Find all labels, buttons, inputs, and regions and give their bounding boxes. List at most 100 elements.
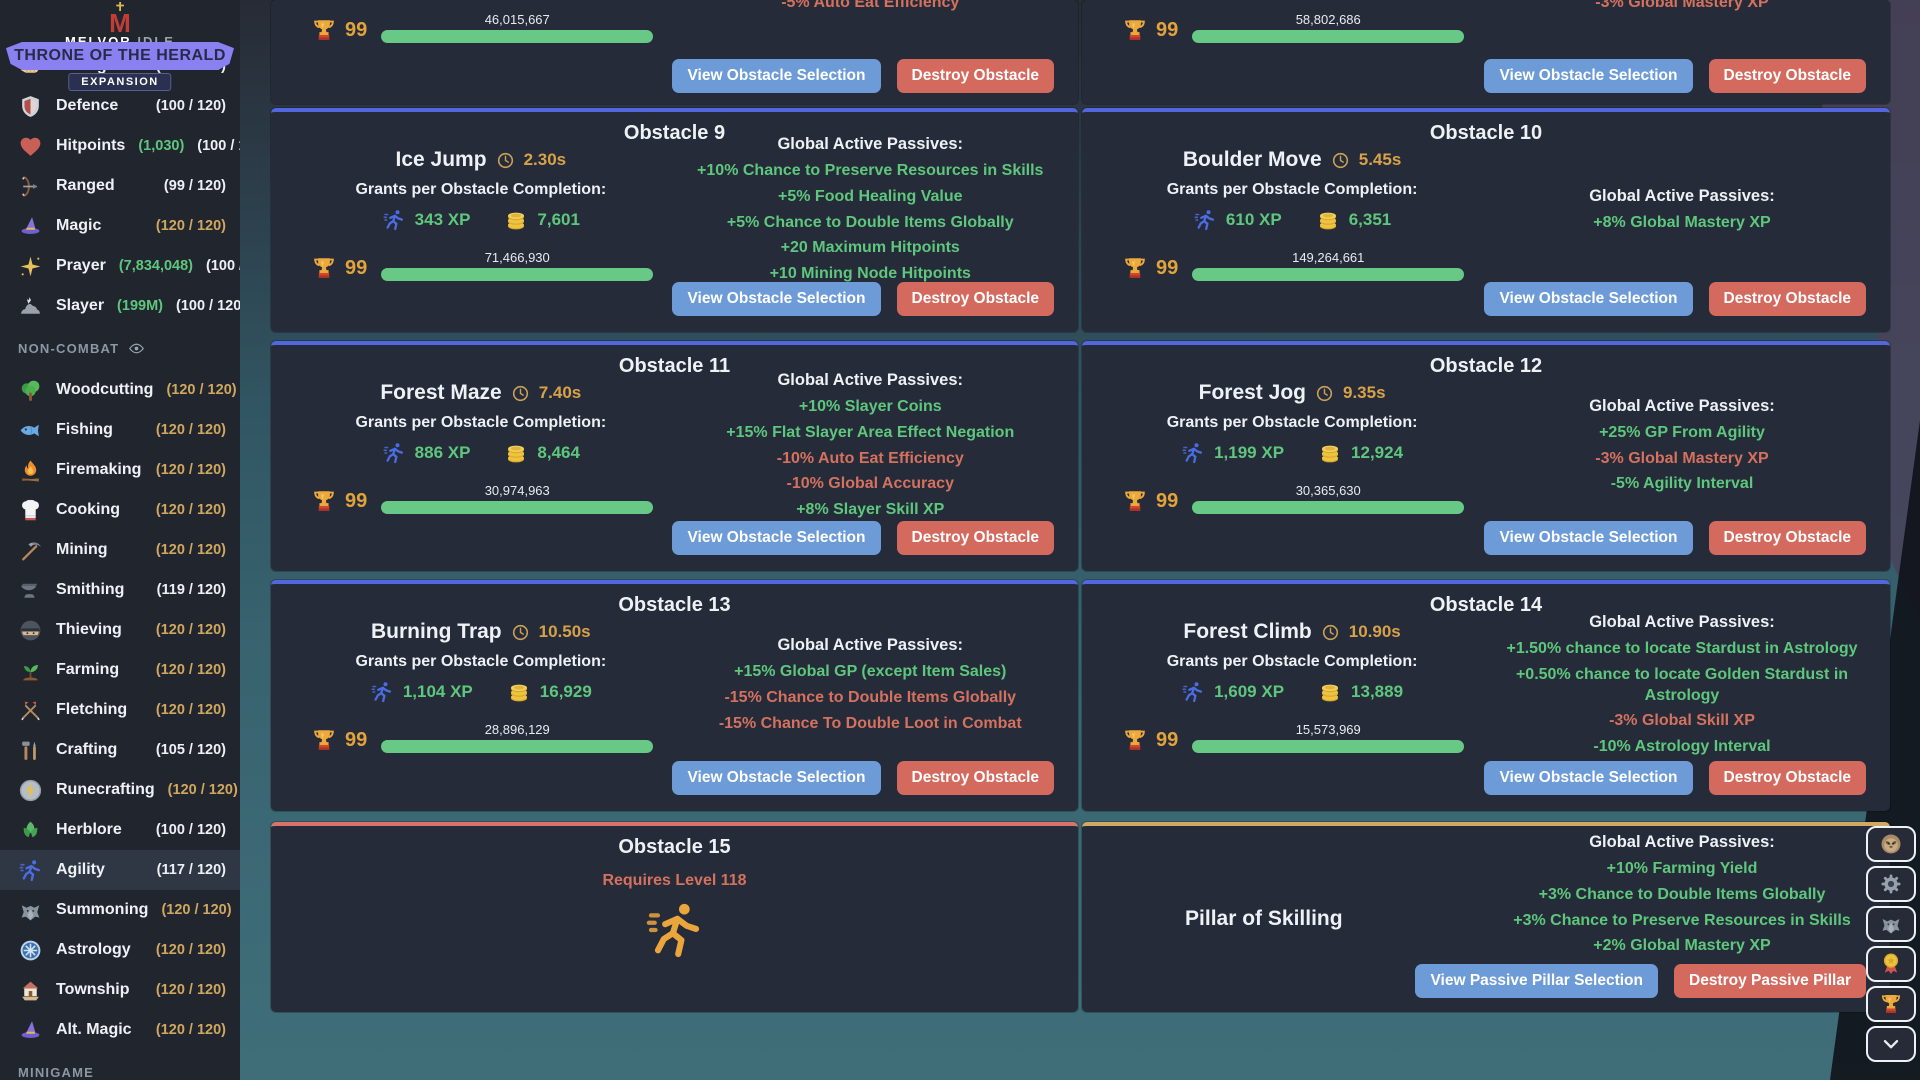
sidebar-item-smithing[interactable]: Smithing (119 / 120): [0, 570, 240, 610]
sidebar-item-firemaking[interactable]: Firemaking (120 / 120): [0, 450, 240, 490]
runner-blue-icon: [383, 210, 403, 231]
obstacle-title: Obstacle 12: [1429, 355, 1543, 377]
mastery-level: 99: [1156, 257, 1179, 279]
view-obstacle-selection-button[interactable]: View Obstacle Selection: [672, 282, 881, 316]
sidebar-item-fletching[interactable]: Fletching (120 / 120): [0, 690, 240, 730]
skill-level: (120 / 120): [161, 902, 232, 918]
destroy-obstacle-button[interactable]: Destroy Obstacle: [896, 59, 1054, 93]
sidebar-item-cooking[interactable]: Cooking (120 / 120): [0, 490, 240, 530]
skill-label: Thieving: [56, 621, 122, 638]
fab-sloth-button[interactable]: [1866, 826, 1916, 862]
hat-icon: [21, 1020, 40, 1038]
gear-icon: [1881, 874, 1901, 894]
sidebar-item-herblore[interactable]: Herblore (100 / 120): [0, 810, 240, 850]
sidebar-item-woodcutting[interactable]: Woodcutting (120 / 120): [0, 370, 240, 410]
destroy-obstacle-button[interactable]: Destroy Obstacle: [896, 282, 1054, 316]
fab-medal-button[interactable]: [1866, 946, 1916, 982]
passive-effect: +0.50% chance to locate Golden Stardust …: [1515, 665, 1849, 704]
sidebar-item-prayer[interactable]: Prayer (7,834,048) (100 / 120): [0, 246, 240, 286]
view-passive-pillar-selection-button[interactable]: View Passive Pillar Selection: [1415, 964, 1658, 998]
destroy-obstacle-button[interactable]: Destroy Obstacle: [896, 521, 1054, 555]
sidebar-section-noncombat: NON-COMBAT: [0, 326, 240, 370]
passive-effect: +10% Chance to Preserve Resources in Ski…: [697, 162, 1044, 180]
view-obstacle-selection-button[interactable]: View Obstacle Selection: [1484, 761, 1693, 795]
passive-effect: -5% Agility Interval: [1610, 475, 1754, 493]
destroy-obstacle-button[interactable]: Destroy Obstacle: [1708, 282, 1866, 316]
pillar-card: Pillar of Skilling Global Active Passives…: [1082, 822, 1890, 1012]
destroy-obstacle-button[interactable]: Destroy Obstacle: [1708, 521, 1866, 555]
sidebar-item-magic[interactable]: Magic (120 / 120): [0, 206, 240, 246]
sidebar-item-strength[interactable]: Strength (100 / 120): [0, 46, 240, 86]
sidebar-item-hitpoints[interactable]: Hitpoints (1,030) (100 / 120): [0, 126, 240, 166]
card-actions: View Obstacle Selection Destroy Obstacle: [672, 521, 1054, 555]
view-obstacle-selection-button[interactable]: View Obstacle Selection: [672, 59, 881, 93]
mastery-xp-value: 30,974,963: [484, 483, 550, 498]
obstacle-interval: 10.90s: [1348, 622, 1401, 641]
destroy-obstacle-button[interactable]: Destroy Obstacle: [1708, 59, 1866, 93]
global-active-passives: -5% Auto Eat Efficiency: [675, 0, 1067, 14]
mastery-progress-bar: [381, 501, 654, 514]
sidebar-item-ranged[interactable]: Ranged (99 / 120): [0, 166, 240, 206]
mastery-row: 99 15,573,969: [1122, 722, 1465, 753]
fist-icon: [21, 61, 39, 73]
mastery-row: 99 46,015,667: [311, 12, 654, 43]
destroy-obstacle-button[interactable]: Destroy Obstacle: [1708, 761, 1866, 795]
destroy-obstacle-button[interactable]: Destroy Obstacle: [896, 761, 1054, 795]
skill-extra-value: (1,030): [138, 138, 185, 154]
sidebar-item-agility[interactable]: Agility (117 / 120): [0, 850, 240, 890]
skill-level: (100 / 120): [206, 258, 240, 274]
skill-label: Agility: [56, 861, 105, 878]
melvor-crest-icon: M: [109, 2, 131, 36]
tree-icon: [21, 380, 40, 401]
fab-wolf-button[interactable]: [1866, 906, 1916, 942]
wolf-icon: [1882, 919, 1900, 934]
sidebar-item-farming[interactable]: Farming (120 / 120): [0, 650, 240, 690]
view-obstacle-selection-button[interactable]: View Obstacle Selection: [1484, 282, 1693, 316]
passives-header: Global Active Passives:: [1589, 832, 1775, 851]
sidebar-item-alt-magic[interactable]: Alt. Magic (120 / 120): [0, 1010, 240, 1050]
skill-label: Magic: [56, 217, 102, 234]
passive-effect: +10% Farming Yield: [1606, 859, 1758, 877]
fab-chevron-down-button[interactable]: [1866, 1026, 1916, 1062]
passive-effect: +8% Global Mastery XP: [1593, 213, 1771, 231]
skill-level: (120 / 120): [155, 942, 226, 958]
view-obstacle-selection-button[interactable]: View Obstacle Selection: [672, 521, 881, 555]
passive-effect: -10% Astrology Interval: [1593, 738, 1771, 756]
fab-gear-button[interactable]: [1866, 866, 1916, 902]
skill-label: Astrology: [56, 941, 131, 958]
xp-reward: 1,609 XP: [1214, 682, 1285, 701]
sidebar-section-minigame: MINIGAME: [18, 1064, 95, 1080]
skill-level: (117 / 120): [156, 862, 226, 878]
gp-reward: 7,601: [537, 210, 580, 229]
card-actions: View Obstacle Selection Destroy Obstacle: [1484, 282, 1866, 316]
skill-label: Slayer: [56, 297, 105, 314]
fab-trophy-button[interactable]: [1866, 986, 1916, 1022]
obstacle-name: Forest Maze: [380, 381, 502, 404]
sidebar-item-mining[interactable]: Mining (120 / 120): [0, 530, 240, 570]
sidebar-item-astrology[interactable]: Astrology (120 / 120): [0, 930, 240, 970]
sidebar-item-summoning[interactable]: Summoning (120 / 120): [0, 890, 240, 930]
mastery-progress-bar: [381, 740, 654, 753]
obstacle-title: Obstacle 15: [618, 836, 731, 858]
skill-label: Summoning: [56, 901, 149, 918]
view-obstacle-selection-button[interactable]: View Obstacle Selection: [672, 761, 881, 795]
sidebar-item-thieving[interactable]: Thieving (120 / 120): [0, 610, 240, 650]
runner-blue-icon: [19, 859, 40, 881]
sidebar-item-crafting[interactable]: Crafting (105 / 120): [0, 730, 240, 770]
grants-header: Grants per Obstacle Completion:: [355, 653, 607, 670]
sidebar-item-defence[interactable]: Defence (100 / 120): [0, 86, 240, 126]
obstacle-info: Forest Jog 9.35s Grants per Obstacle Compl…: [1082, 381, 1502, 465]
view-obstacle-selection-button[interactable]: View Obstacle Selection: [1484, 59, 1693, 93]
mastery-level: 99: [345, 729, 368, 751]
gp-reward: 6,351: [1348, 210, 1392, 229]
trophy-icon: [314, 491, 334, 511]
sidebar-item-township[interactable]: Township (120 / 120): [0, 970, 240, 1010]
sidebar-item-runecrafting[interactable]: Runecrafting (120 / 120): [0, 770, 240, 810]
passive-effect: -15% Chance to Double Items Globally: [724, 689, 1017, 707]
mastery-progress: 58,802,686: [1192, 12, 1465, 43]
destroy-passive-pillar-button[interactable]: Destroy Passive Pillar: [1674, 964, 1866, 998]
view-obstacle-selection-button[interactable]: View Obstacle Selection: [1484, 521, 1693, 555]
sidebar-item-slayer[interactable]: Slayer (199M) (100 / 120): [0, 286, 240, 326]
grants-header: Grants per Obstacle Completion:: [1166, 181, 1418, 198]
sidebar-item-fishing[interactable]: Fishing (120 / 120): [0, 410, 240, 450]
